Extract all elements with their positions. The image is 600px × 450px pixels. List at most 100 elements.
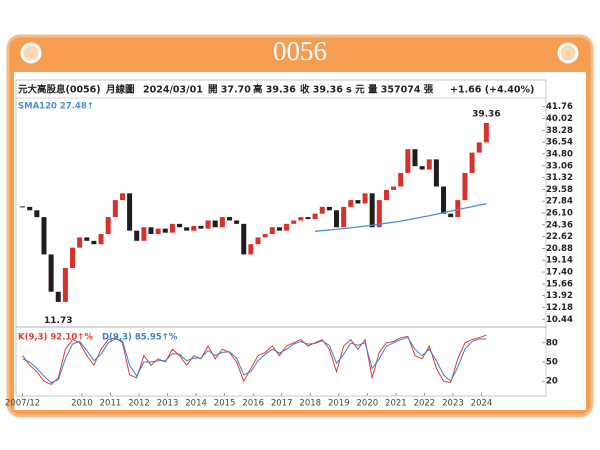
candle bbox=[334, 210, 340, 228]
candle bbox=[41, 217, 47, 255]
candle bbox=[376, 200, 382, 228]
candle bbox=[84, 237, 90, 241]
candle bbox=[483, 122, 489, 143]
candle bbox=[98, 234, 104, 245]
candle bbox=[276, 227, 282, 231]
candle bbox=[162, 228, 168, 233]
candle bbox=[448, 213, 454, 218]
y-tick-label: 20 bbox=[546, 377, 558, 387]
candle bbox=[205, 220, 211, 229]
candle bbox=[27, 206, 33, 211]
candle bbox=[141, 227, 147, 241]
x-tick-label: 2021 bbox=[385, 399, 407, 409]
candle bbox=[398, 172, 404, 187]
y-tick-label: 38.28 bbox=[546, 126, 573, 136]
candle bbox=[383, 189, 389, 201]
candle bbox=[119, 193, 125, 201]
candle bbox=[177, 223, 183, 228]
candle bbox=[433, 159, 439, 187]
y-tick-label: 22.62 bbox=[546, 232, 573, 242]
candle bbox=[148, 227, 154, 235]
legend-label: D(9,3) 85.95↑% bbox=[102, 333, 178, 343]
candle bbox=[241, 223, 247, 255]
y-tick-label: 50 bbox=[546, 358, 558, 368]
candle bbox=[169, 223, 175, 233]
candle bbox=[412, 149, 418, 167]
candle bbox=[34, 210, 40, 218]
y-tick-label: 40.02 bbox=[546, 114, 573, 124]
chart-panel bbox=[14, 72, 586, 410]
info-high: 高 39.36 bbox=[253, 84, 296, 96]
x-tick-label: 2015 bbox=[214, 399, 236, 409]
candle bbox=[191, 225, 197, 231]
candle bbox=[426, 159, 432, 170]
info-period: 月線圖 bbox=[105, 84, 135, 96]
candle bbox=[469, 152, 475, 173]
candle bbox=[55, 291, 61, 302]
y-tick-label: 34.80 bbox=[546, 149, 573, 159]
candle bbox=[391, 186, 397, 190]
candle bbox=[198, 225, 204, 229]
info-change: +1.66 (+4.40%) bbox=[450, 85, 534, 96]
annotation: 39.36 bbox=[472, 109, 500, 119]
candle bbox=[341, 206, 347, 228]
candle bbox=[462, 172, 468, 201]
candle bbox=[312, 213, 318, 220]
candle bbox=[127, 193, 133, 231]
y-tick-label: 13.92 bbox=[546, 291, 573, 301]
candle bbox=[134, 230, 140, 241]
candle bbox=[77, 237, 83, 248]
kd-line bbox=[22, 337, 487, 384]
x-tick-label: 2018 bbox=[299, 399, 321, 409]
candle bbox=[319, 206, 325, 214]
y-tick-label: 24.36 bbox=[546, 220, 573, 230]
sma-line bbox=[315, 202, 487, 232]
header-title: 0056 bbox=[273, 36, 327, 66]
header-dot bbox=[557, 42, 579, 64]
candle bbox=[355, 200, 361, 204]
x-tick-label: 2007/12 bbox=[5, 399, 40, 409]
y-tick-label: 10.44 bbox=[546, 315, 573, 325]
candle bbox=[284, 223, 290, 231]
candle bbox=[219, 217, 225, 228]
y-tick-label: 27.84 bbox=[546, 197, 573, 207]
candle bbox=[212, 220, 218, 228]
candle bbox=[326, 206, 332, 211]
info-name: 元大高股息(0056) bbox=[18, 84, 101, 96]
x-tick-label: 2020 bbox=[357, 399, 379, 409]
candle bbox=[62, 267, 68, 302]
info-volume: 量 357074 張 bbox=[368, 84, 434, 96]
y-tick-label: 41.76 bbox=[546, 102, 573, 112]
candle bbox=[112, 200, 118, 218]
info-date: 2024/03/01 bbox=[143, 85, 203, 96]
y-tick-label: 26.10 bbox=[546, 209, 573, 219]
y-tick-label: 17.40 bbox=[546, 268, 573, 278]
y-tick-label: 80 bbox=[546, 338, 558, 348]
candle bbox=[348, 200, 354, 207]
y-tick-label: 33.06 bbox=[546, 161, 573, 171]
y-tick-label: 36.54 bbox=[546, 138, 573, 148]
candle bbox=[362, 193, 368, 204]
candle bbox=[441, 186, 447, 214]
legend-label: K(9,3) 92.10↑% bbox=[18, 333, 93, 343]
candle bbox=[70, 247, 76, 268]
x-tick-label: 2012 bbox=[128, 399, 150, 409]
header-dot bbox=[20, 42, 42, 64]
x-tick-label: 2010 bbox=[71, 399, 93, 409]
candle bbox=[20, 206, 26, 208]
candle bbox=[291, 220, 297, 224]
candle bbox=[248, 244, 254, 255]
x-tick-label: 2011 bbox=[100, 399, 122, 409]
candle bbox=[48, 254, 54, 292]
candle bbox=[298, 217, 304, 221]
candle bbox=[234, 220, 240, 224]
candle bbox=[369, 193, 375, 228]
x-tick-label: 2023 bbox=[442, 399, 464, 409]
x-tick-label: 2019 bbox=[328, 399, 350, 409]
y-tick-label: 12.18 bbox=[546, 303, 573, 313]
y-tick-label: 20.88 bbox=[546, 244, 573, 254]
candle bbox=[262, 234, 268, 238]
candle bbox=[305, 217, 311, 220]
candle bbox=[269, 227, 275, 235]
